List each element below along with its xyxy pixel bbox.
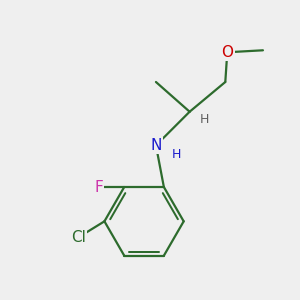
- Text: F: F: [94, 179, 103, 194]
- Text: H: H: [200, 113, 209, 126]
- Text: H: H: [172, 148, 181, 160]
- Text: O: O: [221, 45, 233, 60]
- Text: N: N: [150, 138, 162, 153]
- Text: Cl: Cl: [71, 230, 86, 245]
